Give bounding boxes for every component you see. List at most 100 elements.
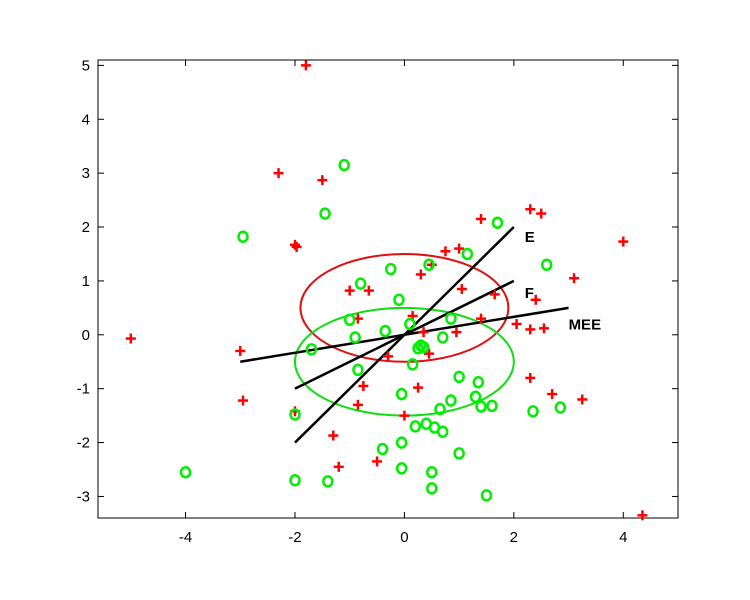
line-label-f: F xyxy=(525,285,534,302)
circle-marker xyxy=(354,277,367,290)
circle-marker xyxy=(412,342,424,355)
plus-marker xyxy=(525,324,536,335)
circle-marker xyxy=(352,363,364,377)
plus-marker xyxy=(363,285,374,296)
circle-marker xyxy=(445,394,457,407)
plus-marker xyxy=(125,333,136,344)
circle-marker xyxy=(409,420,422,433)
circle-marker xyxy=(289,474,301,487)
circle-marker xyxy=(472,375,485,389)
circle-marker xyxy=(179,465,192,479)
x-tick-label: 0 xyxy=(400,529,408,546)
plus-marker xyxy=(456,284,467,294)
circle-marker xyxy=(554,401,567,414)
circle-marker xyxy=(486,399,498,413)
plus-marker xyxy=(415,269,426,280)
plus-marker xyxy=(413,382,424,393)
x-tick-label: 4 xyxy=(619,529,627,546)
circle-marker xyxy=(319,207,331,220)
circle-marker xyxy=(376,442,389,456)
circle-marker xyxy=(436,425,449,439)
plus-marker xyxy=(235,345,246,356)
y-tick-label: -2 xyxy=(77,435,90,452)
plus-marker xyxy=(273,168,284,179)
plus-marker xyxy=(489,289,500,300)
plot-area xyxy=(97,59,679,519)
plus-marker xyxy=(538,323,549,334)
circle-marker xyxy=(417,340,430,354)
plus-marker xyxy=(358,380,369,391)
line-mee xyxy=(240,306,569,363)
line-label-e: E xyxy=(525,229,535,246)
red-ellipse xyxy=(299,252,510,363)
x-tick-label: 2 xyxy=(510,529,518,546)
y-tick-label: 1 xyxy=(82,273,90,290)
plus-marker xyxy=(317,175,328,186)
circle-marker xyxy=(395,436,408,449)
plus-marker xyxy=(476,313,487,324)
plus-marker xyxy=(238,395,248,406)
circle-marker xyxy=(540,258,553,272)
circle-marker xyxy=(491,216,504,229)
plus-marker xyxy=(476,213,487,224)
plus-marker xyxy=(637,510,648,521)
circle-marker xyxy=(338,158,350,172)
plus-marker xyxy=(372,456,383,467)
plus-marker xyxy=(344,285,355,296)
circle-marker xyxy=(305,343,318,356)
circle-marker xyxy=(406,358,419,371)
plus-marker xyxy=(424,348,435,359)
circle-marker xyxy=(475,400,487,413)
plus-marker xyxy=(440,246,451,257)
circle-marker xyxy=(237,230,249,243)
plus-marker xyxy=(577,394,588,405)
y-tick-label: 2 xyxy=(82,219,90,236)
plus-marker xyxy=(547,389,558,400)
plus-marker xyxy=(291,241,302,252)
circle-marker xyxy=(453,370,465,384)
circle-marker xyxy=(426,465,438,479)
y-tick-label: 0 xyxy=(82,327,90,344)
circle-marker xyxy=(393,293,405,307)
x-tick-label: -2 xyxy=(288,529,301,546)
plus-marker xyxy=(618,236,629,247)
circle-marker xyxy=(322,475,334,488)
axis-ticks-layer: -4 -2 0 2 4 -3 -2 -1 0 1 2 3 4 5 xyxy=(77,57,678,546)
circle-marker xyxy=(395,462,408,475)
regression-lines-layer xyxy=(240,226,569,444)
circle-marker xyxy=(527,405,539,418)
circle-marker xyxy=(423,258,435,272)
circle-marker xyxy=(434,402,446,416)
circle-marker xyxy=(289,408,301,421)
circle-marker xyxy=(395,387,408,401)
circle-marker xyxy=(453,447,465,460)
circle-marker xyxy=(445,312,457,325)
circle-marker xyxy=(469,390,482,404)
plus-marker xyxy=(536,208,547,219)
plus-marker xyxy=(383,351,393,362)
line-labels-layer: E F MEE xyxy=(525,229,601,333)
plus-marker xyxy=(511,319,522,330)
circle-marker xyxy=(343,313,356,326)
circle-marker xyxy=(480,489,493,502)
plus-marker xyxy=(300,60,311,71)
plus-marker xyxy=(399,410,410,421)
plus-marker xyxy=(454,243,465,254)
circle-marker xyxy=(426,482,438,495)
plus-marker xyxy=(328,430,339,441)
plus-marker xyxy=(525,204,536,215)
circle-marker xyxy=(384,262,397,276)
y-tick-label: 3 xyxy=(82,165,90,182)
circle-marker xyxy=(436,331,449,344)
plus-marker xyxy=(525,372,536,383)
plus-marker xyxy=(569,273,580,284)
plus-marker xyxy=(333,461,344,472)
plus-marker xyxy=(418,327,429,338)
markers-layer xyxy=(125,60,648,521)
y-tick-label: -1 xyxy=(77,381,90,398)
x-tick-label: -4 xyxy=(179,529,192,546)
plus-marker xyxy=(530,294,541,305)
circle-marker xyxy=(404,317,416,331)
y-tick-label: 4 xyxy=(82,111,90,128)
